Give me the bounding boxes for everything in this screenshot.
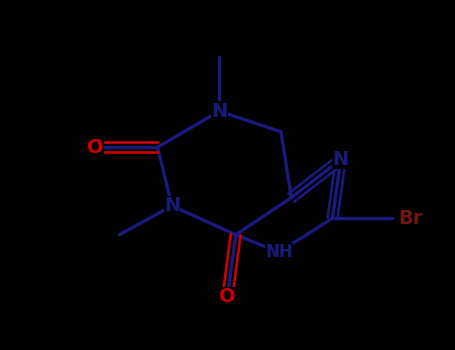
Text: N: N (211, 102, 228, 121)
Text: NH: NH (265, 243, 293, 261)
Text: O: O (219, 287, 236, 306)
Text: N: N (333, 150, 349, 169)
Text: N: N (164, 196, 180, 215)
Text: Br: Br (399, 209, 423, 228)
Text: O: O (87, 138, 104, 157)
